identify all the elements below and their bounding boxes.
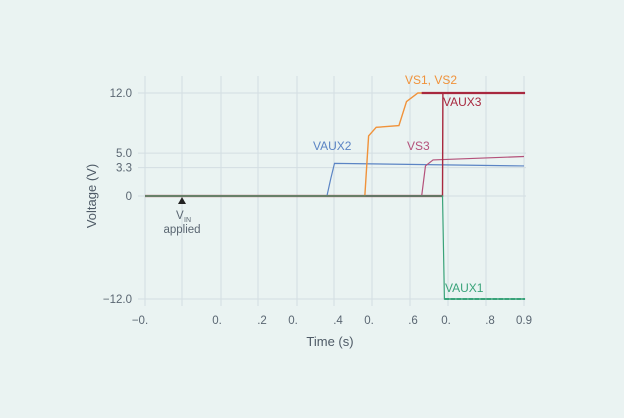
y-tick-label: 3.3 (116, 163, 132, 175)
y-axis-title: Voltage (V) (84, 164, 99, 228)
series-label: VS1, VS2 (405, 73, 457, 87)
x-tick-label: .8 (485, 315, 495, 327)
vin-annotation: V IN applied (163, 197, 201, 236)
series-label: VS3 (407, 139, 430, 153)
x-tick-label: 0. (212, 315, 222, 327)
grid (138, 76, 526, 306)
x-tick-label: 0.9 (516, 315, 532, 327)
series-label: VAUX2 (313, 139, 352, 153)
x-tick-label: 0. (288, 315, 298, 327)
x-tick-label: 0. (441, 315, 451, 327)
series-lines (145, 91, 525, 300)
up-arrow-icon (178, 197, 186, 204)
y-axis-ticks: 12.0 5.0 3.3 0 −12.0 (103, 88, 132, 306)
series-label: VAUX3 (443, 95, 482, 109)
series-labels: VAUX2 VS1, VS2 VS3 VAUX3 VAUX1 (313, 73, 484, 295)
x-tick-label: −0. (132, 315, 148, 327)
x-axis-title: Time (s) (306, 334, 353, 349)
x-tick-label: 0. (364, 315, 374, 327)
x-axis-ticks: −0. 0. .2 0. .4 0. .6 0. .8 0.9 (132, 315, 532, 327)
x-tick-label: .6 (408, 315, 418, 327)
series-vs1-vs2 (145, 92, 524, 197)
y-tick-label: 5.0 (116, 148, 132, 160)
series-label: VAUX1 (445, 281, 484, 295)
annotation-v: V (176, 210, 184, 222)
y-tick-label: 12.0 (110, 88, 132, 100)
y-tick-label: 0 (126, 191, 132, 203)
annotation-sub: IN (184, 217, 191, 224)
x-tick-label: .2 (257, 315, 267, 327)
y-tick-label: −12.0 (103, 294, 132, 306)
annotation-applied: applied (163, 224, 200, 236)
x-tick-label: .4 (333, 315, 343, 327)
